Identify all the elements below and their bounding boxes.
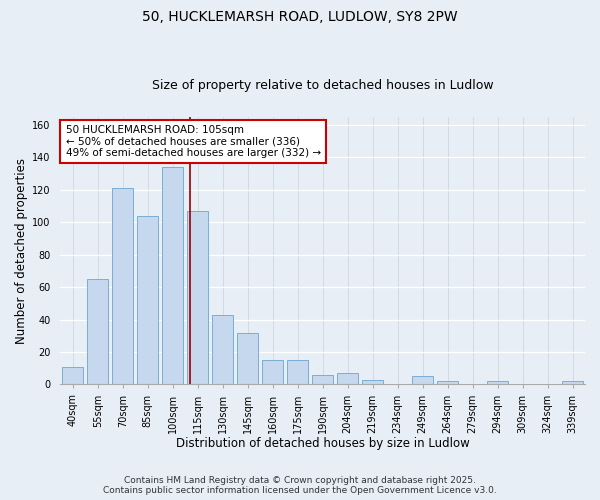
Text: 50 HUCKLEMARSH ROAD: 105sqm
← 50% of detached houses are smaller (336)
49% of se: 50 HUCKLEMARSH ROAD: 105sqm ← 50% of det… <box>65 125 321 158</box>
X-axis label: Distribution of detached houses by size in Ludlow: Distribution of detached houses by size … <box>176 437 470 450</box>
Y-axis label: Number of detached properties: Number of detached properties <box>15 158 28 344</box>
Bar <box>412 376 433 384</box>
Bar <box>112 188 133 384</box>
Text: Contains HM Land Registry data © Crown copyright and database right 2025.
Contai: Contains HM Land Registry data © Crown c… <box>103 476 497 495</box>
Bar <box>262 360 283 384</box>
Bar <box>212 314 233 384</box>
Bar <box>312 374 334 384</box>
Bar <box>87 279 109 384</box>
Bar <box>437 381 458 384</box>
Bar <box>337 373 358 384</box>
Bar <box>487 381 508 384</box>
Text: 50, HUCKLEMARSH ROAD, LUDLOW, SY8 2PW: 50, HUCKLEMARSH ROAD, LUDLOW, SY8 2PW <box>142 10 458 24</box>
Bar <box>187 211 208 384</box>
Bar <box>62 366 83 384</box>
Bar <box>162 167 184 384</box>
Bar <box>137 216 158 384</box>
Bar <box>562 381 583 384</box>
Bar <box>362 380 383 384</box>
Title: Size of property relative to detached houses in Ludlow: Size of property relative to detached ho… <box>152 79 494 92</box>
Bar <box>237 332 259 384</box>
Bar <box>287 360 308 384</box>
